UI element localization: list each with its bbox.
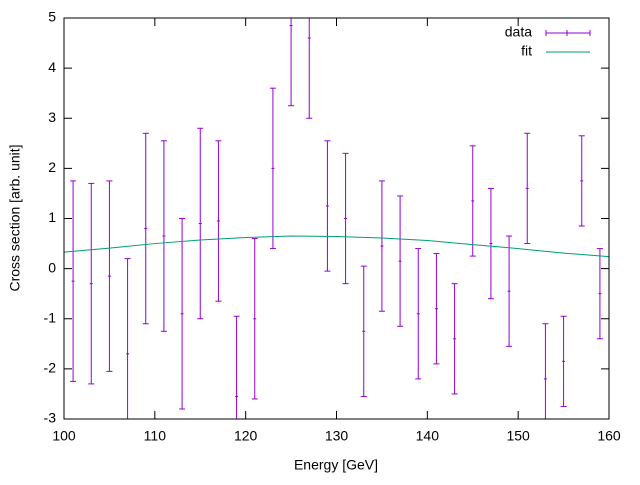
y-tick-label: 2 xyxy=(48,159,56,175)
plot-border xyxy=(63,17,610,420)
y-tick-label: 0 xyxy=(48,259,56,275)
error-bar xyxy=(342,152,349,285)
error-bar xyxy=(378,180,385,312)
error-bar xyxy=(142,132,149,325)
x-tick-label: 140 xyxy=(416,428,440,444)
error-bar xyxy=(451,283,458,395)
error-bar xyxy=(542,323,549,419)
y-axis-label: Cross section [arb. unit] xyxy=(7,144,23,291)
error-bar xyxy=(197,127,204,320)
x-axis-label: Energy [GeV] xyxy=(294,457,378,473)
error-bar xyxy=(288,18,295,107)
legend-label: fit xyxy=(521,43,532,59)
y-tick-label: 5 xyxy=(48,9,56,25)
y-tick-label: 4 xyxy=(48,59,56,75)
error-bar xyxy=(360,265,367,397)
error-bar xyxy=(70,180,77,382)
x-tick-label: 130 xyxy=(325,428,349,444)
plot-area xyxy=(64,18,609,419)
x-tick-label: 110 xyxy=(144,428,167,444)
y-tick-label: -2 xyxy=(44,360,57,376)
error-bar xyxy=(596,248,603,340)
error-bar xyxy=(179,218,186,410)
y-tick-label: -1 xyxy=(44,309,57,325)
error-bar xyxy=(88,182,95,385)
legend: data fit xyxy=(505,24,591,59)
error-bar xyxy=(433,253,440,365)
fit-line xyxy=(64,235,609,258)
error-bar xyxy=(251,238,258,400)
error-bar xyxy=(469,145,476,257)
legend-label: data xyxy=(505,24,532,40)
x-tick-label: 120 xyxy=(234,428,258,444)
error-bar xyxy=(415,248,422,380)
error-bar xyxy=(524,132,531,245)
error-bar xyxy=(397,195,404,327)
error-bar xyxy=(306,18,313,119)
x-tick-label: 100 xyxy=(52,428,76,444)
x-tick-label: 150 xyxy=(506,428,530,444)
error-bar xyxy=(487,187,494,300)
y-tick-label: -3 xyxy=(44,410,57,426)
y-tick-label: 1 xyxy=(48,209,56,225)
error-bar xyxy=(269,87,276,250)
error-bar xyxy=(106,180,113,372)
error-bar xyxy=(578,135,585,227)
x-tick-label: 160 xyxy=(597,428,621,444)
error-bar xyxy=(124,258,131,419)
error-bar xyxy=(233,315,240,419)
error-bar xyxy=(160,140,167,332)
y-tick-label: 3 xyxy=(48,109,56,125)
error-bar xyxy=(560,315,567,407)
error-bar xyxy=(506,235,513,347)
error-bar xyxy=(215,140,222,302)
error-bar xyxy=(324,140,331,272)
